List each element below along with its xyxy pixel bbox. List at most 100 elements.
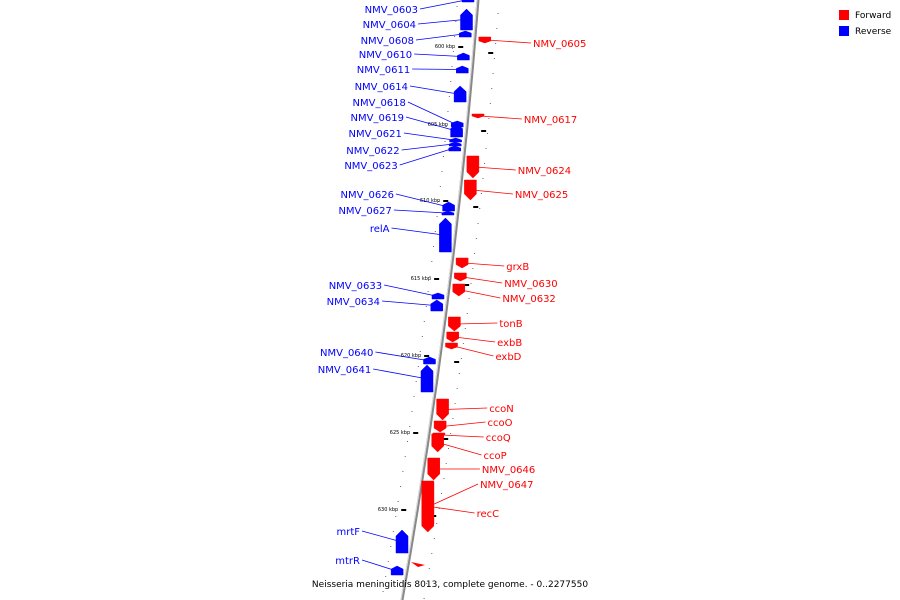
slot-dot <box>491 88 493 89</box>
gene-label[interactable]: NMV_0621 <box>348 129 401 140</box>
genome-backbone <box>400 0 480 600</box>
gene-nmv-0611[interactable] <box>456 65 469 74</box>
gene-label[interactable]: NMV_0611 <box>357 65 410 76</box>
gene-recc[interactable] <box>421 480 435 533</box>
gene-label[interactable]: NMV_0605 <box>533 39 586 50</box>
slot-dot <box>493 58 495 59</box>
gene-nmv-0623[interactable] <box>448 145 462 152</box>
gene-nmv-0633[interactable] <box>431 292 445 300</box>
gene-label[interactable]: NMV_0633 <box>329 281 382 292</box>
gene-label[interactable]: NMV_0619 <box>351 113 404 124</box>
legend-label-reverse: Reverse <box>855 27 892 37</box>
gene-label[interactable]: NMV_0646 <box>482 465 535 476</box>
tick-mark <box>413 432 419 434</box>
gene-label[interactable]: grxB <box>506 262 529 273</box>
gene-label[interactable]: ccoQ <box>486 433 511 444</box>
gene-nmv-0626[interactable] <box>442 201 455 212</box>
gene-label[interactable]: NMV_0603 <box>365 5 418 16</box>
gene-label[interactable]: NMV_0634 <box>327 297 380 308</box>
gene-leader-line <box>409 85 459 95</box>
gene-nmv-0632[interactable] <box>452 283 466 297</box>
gene-nmv-0625[interactable] <box>464 179 477 201</box>
gene-exbd[interactable] <box>445 342 458 350</box>
gene-nmv-0624[interactable] <box>466 155 480 179</box>
gene-nmv-0619[interactable] <box>450 123 463 138</box>
slot-dot <box>441 171 443 172</box>
gene-nmv-0634[interactable] <box>430 299 444 312</box>
slot-dot <box>460 358 462 359</box>
gene-label[interactable]: ccoO <box>488 418 513 429</box>
gene-ccoo[interactable] <box>433 420 447 433</box>
gene-label[interactable]: NMV_0608 <box>361 36 414 47</box>
slot-dot <box>454 36 456 37</box>
slot-dot <box>392 531 394 532</box>
slot-dot <box>456 388 458 389</box>
gene-nmv-0604[interactable] <box>460 8 473 31</box>
gene-label[interactable]: NMV_0610 <box>359 50 412 61</box>
slot-dot <box>480 193 482 194</box>
slot-dot <box>470 283 472 284</box>
gene-label[interactable]: NMV_0640 <box>320 348 373 359</box>
slot-dot <box>497 13 499 14</box>
gene-nmv-0640[interactable] <box>423 356 436 365</box>
gene-label[interactable]: mtrR <box>335 556 360 567</box>
gene-label[interactable]: NMV_0604 <box>363 20 416 31</box>
slot-dot <box>423 321 425 322</box>
slot-dot <box>495 43 497 44</box>
gene-rela[interactable] <box>439 217 452 253</box>
gene-nmv-0641[interactable] <box>420 364 434 393</box>
gene-nmv-0605[interactable] <box>478 36 492 44</box>
gene-grxb[interactable] <box>455 257 469 269</box>
gene-ccop[interactable] <box>431 433 444 453</box>
slot-dot <box>458 373 460 374</box>
gene-label[interactable]: NMV_0625 <box>515 190 568 201</box>
gene-label[interactable]: relA <box>370 224 390 235</box>
gene-label[interactable]: mrtF <box>336 527 360 538</box>
gene-label[interactable]: NMV_0622 <box>346 146 399 157</box>
slot-dot <box>477 223 479 224</box>
gene-ccon[interactable] <box>436 398 449 421</box>
slot-dot <box>468 298 470 299</box>
gene-label[interactable]: NMV_0626 <box>341 190 394 201</box>
gene-nmv-0617[interactable] <box>471 113 485 119</box>
gene-label[interactable]: NMV_0641 <box>318 365 371 376</box>
gene-label[interactable]: NMV_0623 <box>344 161 397 172</box>
gene-label[interactable]: ccoP <box>484 451 507 462</box>
gene-fragment <box>411 562 425 567</box>
gene-mrtf[interactable] <box>395 529 409 554</box>
gene-label[interactable]: ccoN <box>489 404 514 415</box>
gene-nmv-0610[interactable] <box>457 52 470 61</box>
gene-leader-line <box>474 166 516 171</box>
gene-label[interactable]: NMV_0618 <box>353 98 406 109</box>
gene-exbb[interactable] <box>446 331 459 343</box>
gene-label[interactable]: recC <box>477 509 500 520</box>
tick-mark <box>434 278 440 280</box>
gene-nmv-0614[interactable] <box>453 85 467 103</box>
gene-label[interactable]: exbD <box>495 352 521 363</box>
gene-label[interactable]: NMV_0627 <box>338 206 391 217</box>
slot-dot <box>436 523 438 524</box>
gene-mtrr[interactable] <box>390 565 404 576</box>
gene-features: NMV_0603 NMV_0604 NMV_0608 NMV_0610 NMV_0611… <box>318 0 586 576</box>
slot-dot <box>451 66 453 67</box>
gene-label[interactable]: NMV_0624 <box>518 166 571 177</box>
slot-dot <box>448 96 450 97</box>
gene-nmv-0646[interactable] <box>427 457 440 481</box>
gene-label[interactable]: tonB <box>499 319 522 330</box>
legend-label-forward: Forward <box>855 11 891 21</box>
gene-label[interactable]: exbB <box>497 338 522 349</box>
gene-nmv-0608[interactable] <box>459 30 472 38</box>
gene-leader-line <box>460 289 501 299</box>
gene-label[interactable]: NMV_0614 <box>355 82 408 93</box>
gene-nmv-0630[interactable] <box>454 272 467 282</box>
gene-tonb[interactable] <box>448 316 461 332</box>
gene-leader-line <box>472 189 513 195</box>
tick-mark <box>464 284 470 286</box>
gene-leader-line <box>375 351 428 361</box>
gene-leader-line <box>486 39 532 44</box>
gene-label[interactable]: NMV_0617 <box>524 115 577 126</box>
gene-label[interactable]: NMV_0647 <box>480 480 533 491</box>
gene-label[interactable]: NMV_0632 <box>502 294 555 305</box>
gene-label[interactable]: NMV_0630 <box>504 279 557 290</box>
slot-dot <box>433 538 435 539</box>
